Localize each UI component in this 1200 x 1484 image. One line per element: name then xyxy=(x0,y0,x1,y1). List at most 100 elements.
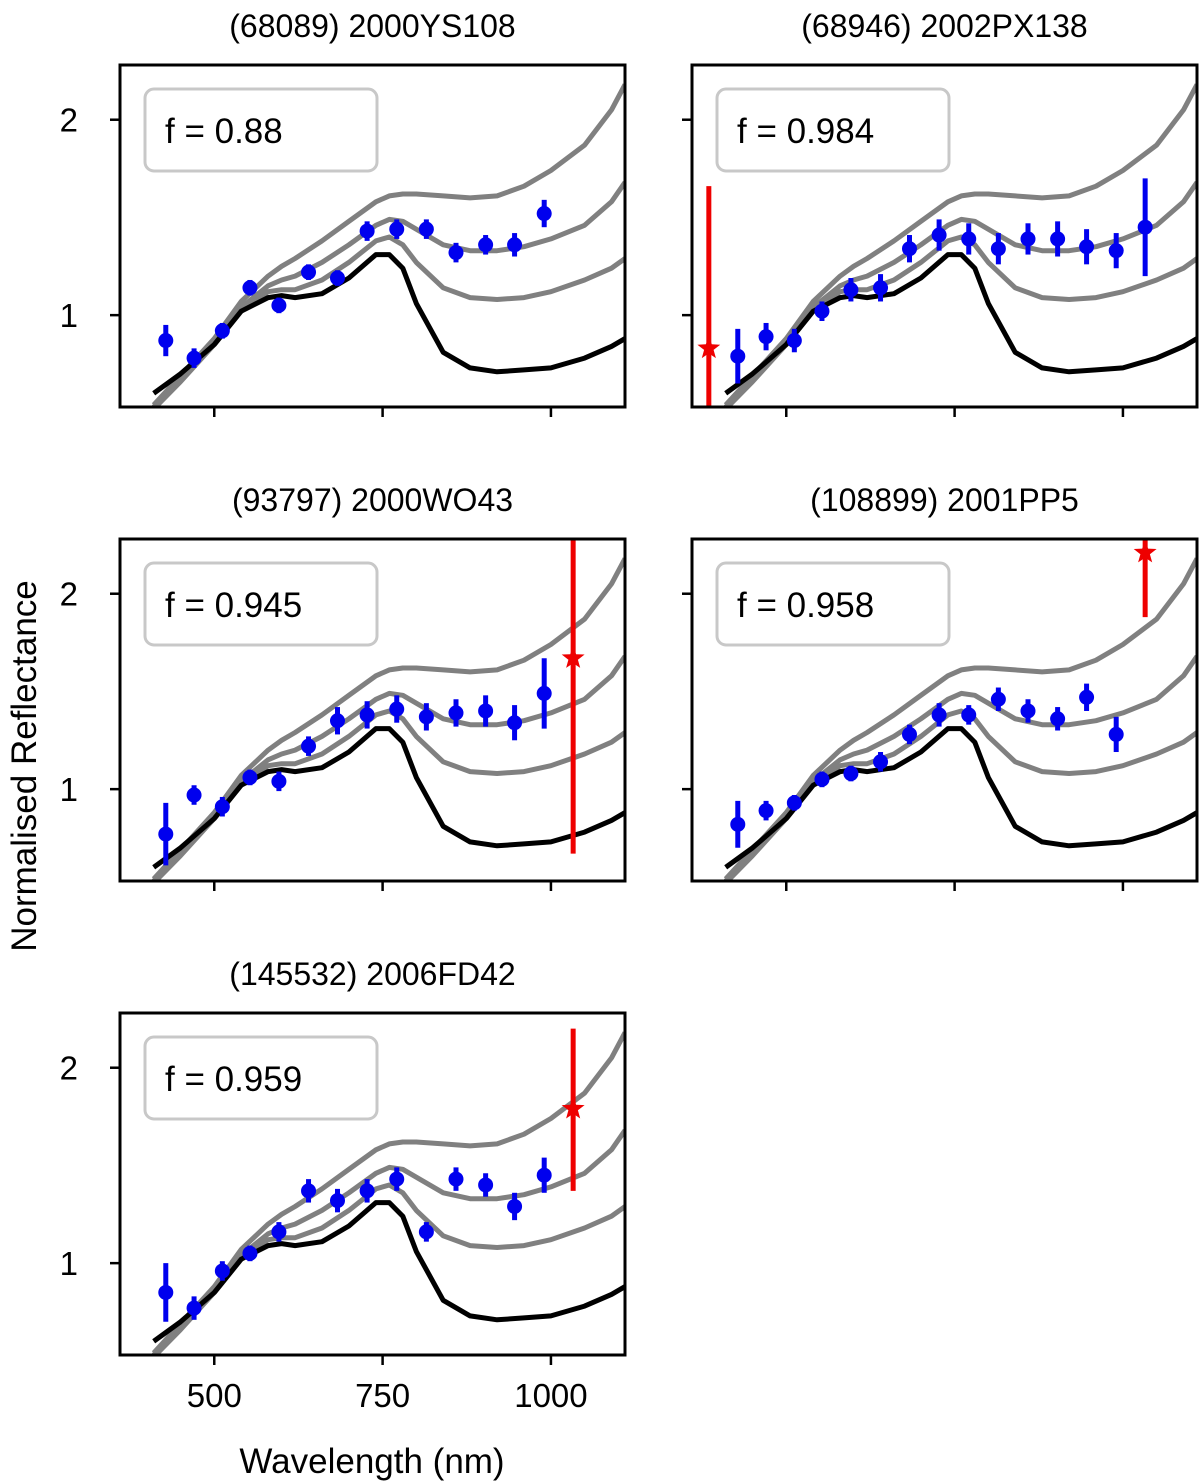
data-marker xyxy=(478,237,494,253)
model-curve-2 xyxy=(151,654,625,881)
x-tick-label: 500 xyxy=(187,1377,242,1414)
data-marker xyxy=(301,738,317,754)
data-point xyxy=(186,785,202,805)
model-curve-3 xyxy=(151,557,625,881)
y-tick-label: 1 xyxy=(60,1245,78,1282)
plot-area xyxy=(723,539,1197,881)
axes-frame xyxy=(690,537,1199,883)
y-tick-label: 2 xyxy=(60,576,78,613)
legend-text: f = 0.959 xyxy=(165,1060,302,1099)
outlier-star-marker xyxy=(1133,540,1157,563)
legend-frame xyxy=(143,1035,379,1121)
data-point xyxy=(271,1222,287,1242)
data-point xyxy=(389,219,405,239)
data-point xyxy=(730,800,746,848)
model-curve-3 xyxy=(723,557,1197,881)
data-point xyxy=(786,795,802,811)
data-point xyxy=(843,278,859,302)
y-tick-label: 1 xyxy=(60,297,78,334)
outlier-star-marker xyxy=(697,336,721,359)
data-marker xyxy=(359,223,375,239)
data-point xyxy=(730,328,746,384)
data-marker xyxy=(1050,711,1066,727)
data-marker xyxy=(1079,689,1095,705)
x-tick-label: 1000 xyxy=(514,1377,587,1414)
legend-frame xyxy=(715,87,951,173)
data-point xyxy=(536,658,552,729)
axes-frame xyxy=(690,63,1199,409)
data-point xyxy=(873,752,889,772)
data-marker xyxy=(1020,703,1036,719)
data-marker xyxy=(242,769,258,785)
data-marker xyxy=(186,350,202,366)
data-point xyxy=(814,771,830,788)
data-marker xyxy=(271,1224,287,1240)
plot-area xyxy=(151,83,625,407)
model-curve-2 xyxy=(151,1128,625,1355)
legend-frame xyxy=(143,87,379,173)
data-point xyxy=(448,1167,464,1191)
data-point xyxy=(931,703,947,727)
data-point xyxy=(329,707,345,735)
data-point xyxy=(786,328,802,353)
data-marker xyxy=(186,787,202,803)
data-point xyxy=(359,221,375,241)
data-marker xyxy=(843,282,859,298)
data-point xyxy=(1137,178,1153,277)
legend-text: f = 0.88 xyxy=(165,112,283,151)
data-marker xyxy=(478,703,494,719)
data-marker xyxy=(389,1171,405,1187)
data-point xyxy=(814,301,830,322)
data-point xyxy=(418,219,434,239)
data-marker xyxy=(786,333,802,349)
data-marker xyxy=(1108,243,1124,259)
model-curve-3 xyxy=(723,83,1197,407)
data-marker xyxy=(901,241,917,257)
data-marker xyxy=(730,348,746,364)
data-marker xyxy=(1079,239,1095,255)
data-point xyxy=(507,233,523,257)
panel-title: (68946) 2002PX138 xyxy=(801,8,1087,44)
data-marker xyxy=(478,1177,494,1193)
panel-3: (93797) 2000WO43 1 2 f = 0.945 xyxy=(60,482,627,891)
data-marker xyxy=(990,241,1006,257)
data-point xyxy=(1079,683,1095,711)
data-marker xyxy=(329,713,345,729)
data-point xyxy=(1108,716,1124,753)
data-point xyxy=(271,297,287,314)
data-point xyxy=(242,769,258,786)
data-marker xyxy=(271,297,287,313)
data-point xyxy=(329,270,345,286)
model-curve-2 xyxy=(723,654,1197,881)
data-point xyxy=(478,1173,494,1197)
x-tick-label: 750 xyxy=(355,1377,410,1414)
panel-4: (108899) 2001PP5 f = 0.958 xyxy=(682,482,1199,891)
data-point xyxy=(242,279,258,296)
data-point xyxy=(901,724,917,745)
outlier-point xyxy=(697,186,721,407)
data-marker xyxy=(1050,231,1066,247)
data-point xyxy=(507,705,523,741)
panel-2: (68946) 2002PX138 f = 0.984 xyxy=(682,8,1199,417)
data-point xyxy=(158,802,174,866)
model-curve-2 xyxy=(151,180,625,407)
axes-frame xyxy=(118,63,627,409)
outlier-point xyxy=(1133,539,1157,618)
data-point xyxy=(214,796,230,817)
panel-5: (145532) 2006FD42 500 750 1000 1 2 f = 0.959 xyxy=(60,956,627,1414)
data-marker xyxy=(359,707,375,723)
legend-frame xyxy=(715,561,951,647)
data-point xyxy=(507,1192,523,1221)
data-point xyxy=(301,1179,317,1203)
data-point xyxy=(758,322,774,351)
data-point xyxy=(271,771,287,792)
data-point xyxy=(418,703,434,731)
data-marker xyxy=(448,705,464,721)
legend-text: f = 0.984 xyxy=(737,112,874,151)
data-marker xyxy=(301,1183,317,1199)
model-curve-3 xyxy=(151,1031,625,1355)
legend-box: f = 0.959 xyxy=(143,1035,379,1121)
data-marker xyxy=(158,333,174,349)
plot-area xyxy=(151,539,625,881)
